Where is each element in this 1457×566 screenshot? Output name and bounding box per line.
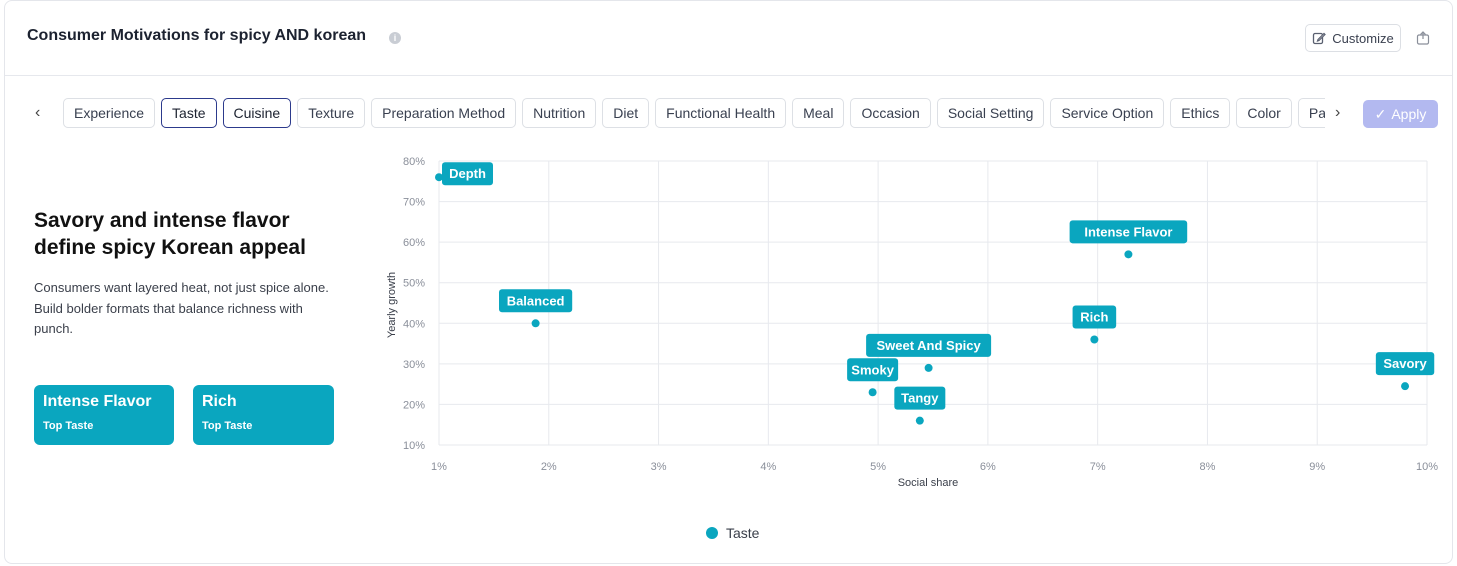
filter-tabs: Experience Taste Cuisine Texture Preparation… bbox=[63, 98, 1325, 130]
x-tick-label: 4% bbox=[760, 461, 776, 473]
apply-button[interactable]: ✓ Apply bbox=[1363, 100, 1438, 128]
point-label: Sweet And Spicy bbox=[876, 338, 981, 353]
y-tick-label: 50% bbox=[403, 278, 425, 290]
point-label: Tangy bbox=[901, 391, 939, 406]
x-tick-label: 7% bbox=[1090, 461, 1106, 473]
tab-service-option[interactable]: Service Option bbox=[1050, 98, 1165, 128]
y-tick-label: 80% bbox=[403, 156, 425, 168]
tab-occasion[interactable]: Occasion bbox=[850, 98, 931, 128]
x-tick-label: 1% bbox=[431, 461, 447, 473]
point-label: Intense Flavor bbox=[1084, 224, 1172, 239]
tab-packag[interactable]: Packag bbox=[1297, 98, 1325, 128]
point-label-bg bbox=[866, 333, 992, 357]
x-tick-label: 2% bbox=[541, 461, 557, 473]
info-icon[interactable]: i bbox=[389, 32, 401, 44]
insight-headline: Savory and intense flavor define spicy K… bbox=[34, 209, 306, 259]
y-tick-label: 40% bbox=[403, 318, 425, 330]
stat-card-rich[interactable]: Rich Top Taste bbox=[193, 385, 334, 445]
point-label-bg bbox=[1069, 220, 1188, 244]
data-point bbox=[915, 416, 924, 425]
y-tick-label: 30% bbox=[403, 359, 425, 371]
customize-label: Customize bbox=[1332, 30, 1394, 46]
consumer-motivations-card: Consumer Motivations for spicy AND korea… bbox=[4, 0, 1453, 564]
point-label-bg bbox=[499, 289, 573, 313]
data-point bbox=[924, 363, 933, 372]
page-title: Consumer Motivations for spicy AND korea… bbox=[27, 27, 367, 44]
data-point bbox=[531, 319, 540, 328]
data-point bbox=[1401, 382, 1410, 391]
point-label-bg bbox=[847, 358, 899, 382]
insight-description: Consumers want layered heat, not just sp… bbox=[34, 280, 329, 336]
data-point bbox=[868, 388, 877, 397]
y-tick-label: 10% bbox=[403, 440, 425, 452]
legend-marker bbox=[706, 527, 718, 539]
point-label: Savory bbox=[1383, 356, 1427, 371]
tab-social-setting[interactable]: Social Setting bbox=[936, 98, 1045, 128]
point-label-bg bbox=[442, 162, 493, 186]
data-point bbox=[1124, 250, 1133, 259]
tab-diet[interactable]: Diet bbox=[602, 98, 650, 128]
tab-functional-health[interactable]: Functional Health bbox=[655, 98, 787, 128]
point-label-bg bbox=[1375, 352, 1435, 376]
chevron-right-icon[interactable]: › bbox=[1335, 104, 1341, 121]
x-tick-label: 9% bbox=[1309, 461, 1325, 473]
x-axis-title: Social share bbox=[898, 477, 959, 489]
x-tick-label: 3% bbox=[651, 461, 667, 473]
data-point bbox=[1090, 335, 1099, 344]
tab-nutrition[interactable]: Nutrition bbox=[522, 98, 597, 128]
point-label-bg bbox=[1072, 305, 1117, 329]
point-label: Rich bbox=[1080, 310, 1108, 325]
data-point bbox=[435, 173, 443, 182]
tab-ethics[interactable]: Ethics bbox=[1170, 98, 1231, 128]
legend-label: Taste bbox=[726, 525, 760, 541]
tab-experience[interactable]: Experience bbox=[63, 98, 156, 128]
stat-card-intense-flavor[interactable]: Intense Flavor Top Taste bbox=[34, 385, 174, 445]
edit-icon bbox=[1313, 32, 1327, 45]
check-icon: ✓ bbox=[1374, 105, 1387, 122]
export-chart-icon[interactable] bbox=[1416, 31, 1430, 45]
x-tick-label: 8% bbox=[1199, 461, 1215, 473]
tab-meal[interactable]: Meal bbox=[792, 98, 845, 128]
tab-preparation-method[interactable]: Preparation Method bbox=[371, 98, 517, 128]
y-tick-label: 60% bbox=[403, 237, 425, 249]
customize-button[interactable]: Customize bbox=[1305, 24, 1401, 52]
x-tick-label: 10% bbox=[1416, 461, 1438, 473]
y-axis-title: Yearly growth bbox=[386, 272, 398, 338]
y-tick-label: 70% bbox=[403, 197, 425, 209]
stat-card-subtitle: Top Taste bbox=[202, 420, 253, 432]
x-tick-label: 5% bbox=[870, 461, 886, 473]
card-header: Consumer Motivations for spicy AND korea… bbox=[5, 1, 1452, 76]
point-label: Depth bbox=[449, 166, 486, 181]
x-tick-label: 6% bbox=[980, 461, 996, 473]
tab-cuisine[interactable]: Cuisine bbox=[222, 98, 292, 128]
stat-card-title: Intense Flavor bbox=[43, 393, 152, 410]
stat-card-title: Rich bbox=[202, 393, 237, 410]
y-tick-label: 20% bbox=[403, 399, 425, 411]
apply-label: Apply bbox=[1391, 106, 1427, 122]
point-label-bg bbox=[894, 386, 946, 410]
point-label: Smoky bbox=[851, 362, 894, 377]
tab-texture[interactable]: Texture bbox=[297, 98, 366, 128]
point-label: Balanced bbox=[507, 293, 565, 308]
chart-legend[interactable]: Taste bbox=[706, 525, 759, 541]
stat-card-subtitle: Top Taste bbox=[43, 420, 94, 432]
tab-taste[interactable]: Taste bbox=[161, 98, 217, 128]
tab-color[interactable]: Color bbox=[1236, 98, 1292, 128]
chevron-left-icon[interactable]: ‹ bbox=[35, 104, 41, 121]
